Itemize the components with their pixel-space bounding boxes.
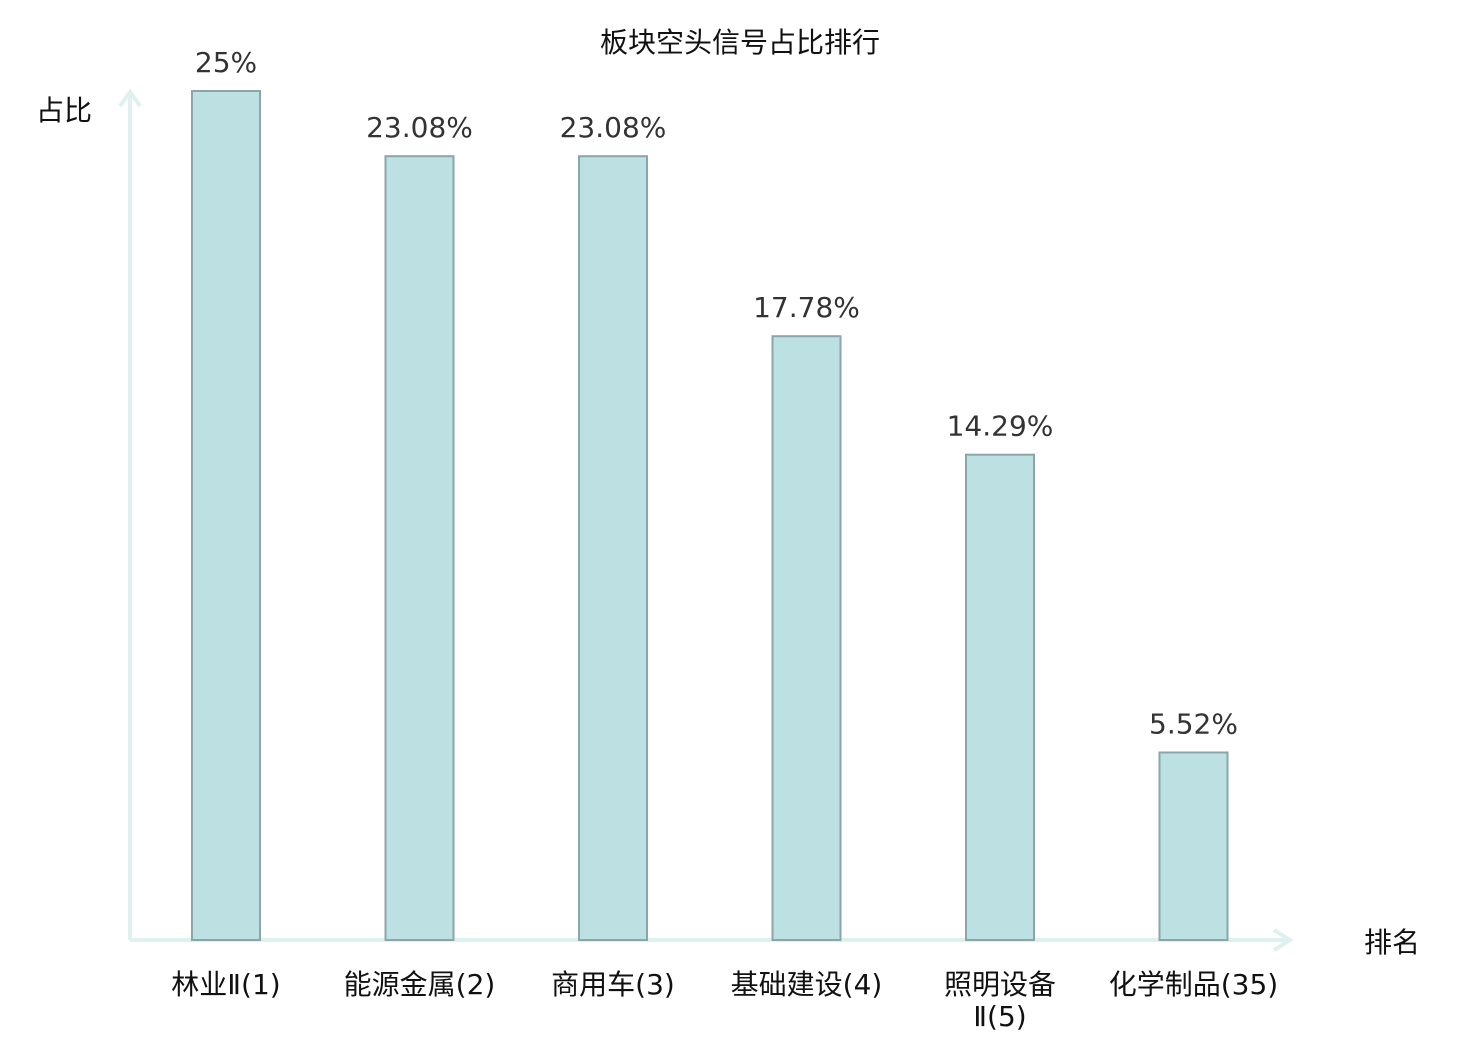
- category-label: 商用车(3): [551, 968, 675, 1001]
- category-label: 基础建设(4): [731, 968, 883, 1001]
- bar: [771, 335, 842, 941]
- data-label: 17.78%: [753, 291, 860, 324]
- data-label: 23.08%: [560, 111, 667, 144]
- x-axis-title: 排名: [1364, 926, 1420, 959]
- bar: [1158, 751, 1229, 941]
- data-label: 14.29%: [947, 410, 1054, 443]
- category-label: 能源金属(2): [344, 968, 496, 1001]
- bar: [384, 155, 455, 941]
- bar: [965, 453, 1035, 941]
- category-label: 化学制品(35): [1109, 968, 1278, 1001]
- x-axis-arrow-icon: [1272, 928, 1294, 952]
- category-label: Ⅱ(5): [973, 1000, 1026, 1033]
- value-labels-group: 25% 23.08% 23.08% 17.78% 14.29% 5.52%: [195, 46, 1238, 741]
- chart-title: 板块空头信号占比排行: [600, 26, 880, 59]
- axes: [118, 88, 1294, 952]
- data-label: 23.08%: [366, 111, 473, 144]
- y-axis-arrow-icon: [118, 88, 142, 108]
- bar: [578, 155, 648, 941]
- bar: [191, 90, 261, 941]
- category-label: 林业Ⅱ(1): [171, 968, 280, 1001]
- data-label: 5.52%: [1149, 708, 1238, 741]
- y-axis-title: 占比: [36, 94, 92, 127]
- data-label: 25%: [195, 46, 257, 79]
- bars-group: [191, 90, 1229, 941]
- category-label: 照明设备: [944, 968, 1056, 1001]
